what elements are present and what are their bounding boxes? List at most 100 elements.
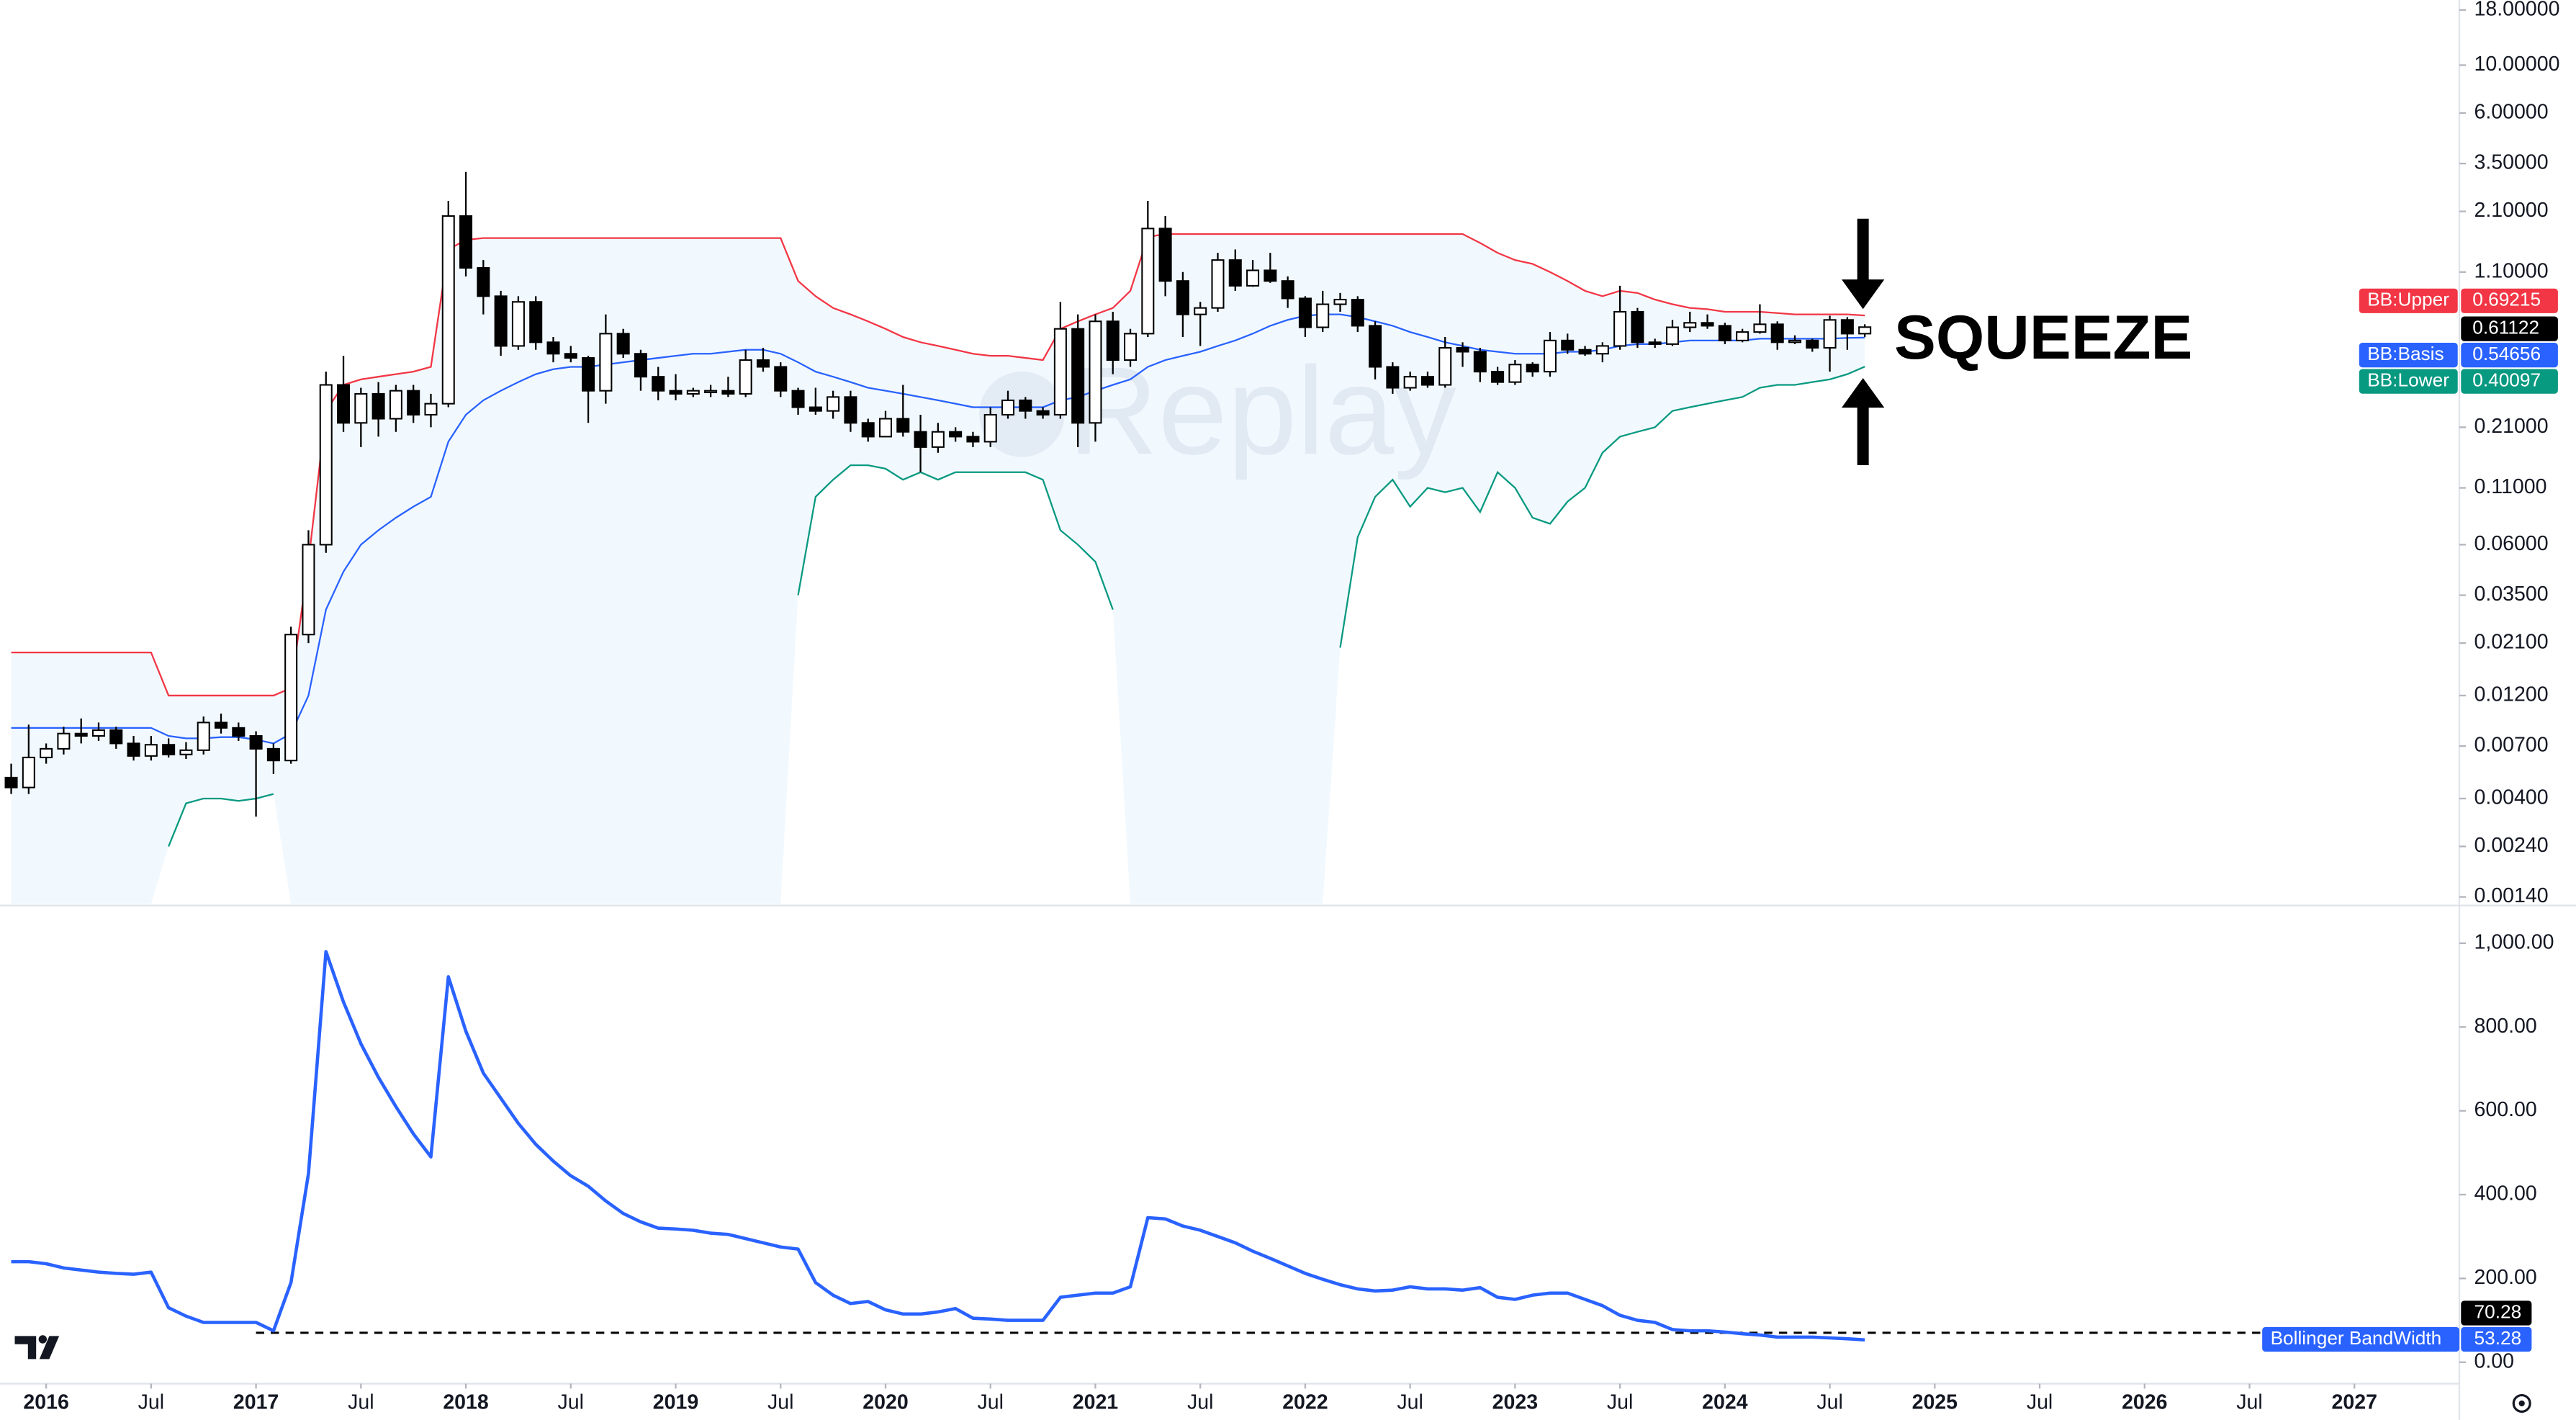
candle-body xyxy=(914,431,927,448)
candle-body xyxy=(1840,319,1854,335)
candle-layer xyxy=(4,171,1872,817)
settings-gear-center[interactable] xyxy=(2518,1400,2525,1407)
candle-body xyxy=(354,392,368,424)
candle-body xyxy=(546,341,560,355)
settings-icon[interactable] xyxy=(2512,1393,2531,1413)
band-fill xyxy=(11,234,1865,904)
y-tick-label: 0.03500 xyxy=(2474,583,2549,606)
candle-body xyxy=(1701,322,1714,327)
candle-body xyxy=(1386,366,1400,389)
candle-body xyxy=(371,392,385,420)
candle-body xyxy=(686,390,700,395)
candle-body xyxy=(1089,320,1102,424)
y-tick-label: 0.02100 xyxy=(2474,631,2549,654)
logo-mark xyxy=(14,1336,60,1360)
candle-body xyxy=(494,295,508,347)
candle-body xyxy=(249,734,263,750)
series-tag-box xyxy=(2359,342,2458,368)
x-tick-label: 2017 xyxy=(233,1390,279,1414)
x-tick-label: Jul xyxy=(1816,1390,1842,1414)
candle-body xyxy=(1508,364,1522,383)
candle-body xyxy=(4,776,18,788)
indicator-layer xyxy=(11,950,2459,1342)
candle-body xyxy=(197,722,210,751)
candle-body xyxy=(983,413,997,443)
y-tick-label: 0.21000 xyxy=(2474,415,2549,438)
x-tick-label: 2022 xyxy=(1282,1390,1328,1414)
y-tick-label: 1,000.00 xyxy=(2474,930,2554,953)
value-tag: 0.40097 xyxy=(2472,369,2541,391)
candle-body xyxy=(1491,371,1505,383)
series-tag-name: BB:Upper xyxy=(2367,289,2449,310)
candle-body xyxy=(1019,399,1032,412)
candle-body xyxy=(1194,307,1207,315)
series-tag-name: BB:Basis xyxy=(2367,343,2444,364)
candle-body xyxy=(878,418,893,438)
x-tick-label: 2026 xyxy=(2122,1390,2167,1414)
candle-body xyxy=(1281,280,1294,300)
candle-body xyxy=(896,418,910,433)
candle-body xyxy=(127,742,140,757)
x-tick-label: 2016 xyxy=(23,1390,68,1414)
series-tag-name: BB:Lower xyxy=(2367,369,2449,391)
y-tick-label: 2.10000 xyxy=(2474,199,2549,222)
candle-body xyxy=(1578,349,1592,355)
candle-body xyxy=(1753,323,1767,333)
x-tick-label: Jul xyxy=(2027,1390,2053,1414)
candle-body xyxy=(791,390,805,408)
candle-body xyxy=(1683,322,1697,328)
candle-body xyxy=(1403,376,1417,389)
candle-body xyxy=(809,406,822,412)
candle-body xyxy=(40,747,53,758)
y-tick-label: 0.00140 xyxy=(2474,884,2549,907)
candle-body xyxy=(1158,228,1172,282)
x-tick-label: 2025 xyxy=(1912,1390,1958,1414)
y-tick-label: 0.00 xyxy=(2474,1349,2515,1372)
candle-body xyxy=(844,396,857,424)
x-tick-label: 2024 xyxy=(1702,1390,1748,1414)
x-tick-label: Jul xyxy=(138,1390,164,1414)
settings-gear[interactable] xyxy=(2512,1393,2531,1413)
candle-body xyxy=(1211,259,1225,309)
candle-body xyxy=(774,366,788,392)
candle-body xyxy=(1351,299,1364,327)
candle-body xyxy=(1595,345,1609,355)
candle-body xyxy=(1456,347,1469,353)
candle-body xyxy=(109,729,123,745)
value-tag-box xyxy=(2461,1300,2532,1326)
x-tick-label: 2027 xyxy=(2332,1390,2377,1414)
value-tag: 0.69215 xyxy=(2472,289,2541,310)
candle-body xyxy=(424,403,438,415)
y-tick-label: 6.00000 xyxy=(2474,100,2549,123)
candle-body xyxy=(319,384,333,546)
candle-body xyxy=(1438,347,1452,386)
candle-body xyxy=(1631,310,1644,343)
candle-body xyxy=(214,722,228,729)
x-tick-label: Jul xyxy=(1397,1390,1423,1414)
candle-body xyxy=(704,390,718,393)
candle-body xyxy=(1718,325,1731,341)
candle-body xyxy=(407,390,420,415)
candle-body xyxy=(1473,351,1487,373)
value-tag-box xyxy=(2461,316,2558,341)
series-tag-box xyxy=(2359,288,2458,313)
x-tick-label: 2020 xyxy=(863,1390,908,1414)
value-tag-box xyxy=(2461,369,2558,394)
candle-body xyxy=(616,333,630,355)
y-tick-label: 10.00000 xyxy=(2474,53,2560,76)
watermark-logo xyxy=(979,371,1065,457)
candle-body xyxy=(1613,310,1627,347)
candle-body xyxy=(477,266,490,297)
y-tick-label: 0.00240 xyxy=(2474,834,2549,857)
value-tag: 0.61122 xyxy=(2472,317,2539,338)
series-tag-box xyxy=(2359,369,2458,394)
x-tick-label: Jul xyxy=(767,1390,793,1414)
candle-body xyxy=(1806,339,1819,349)
candle-body xyxy=(1823,319,1837,349)
x-tick-label: 2023 xyxy=(1492,1390,1538,1414)
candle-body xyxy=(1001,399,1015,415)
value-tag: 53.28 xyxy=(2474,1327,2522,1349)
band-fill-layer xyxy=(11,234,1865,904)
